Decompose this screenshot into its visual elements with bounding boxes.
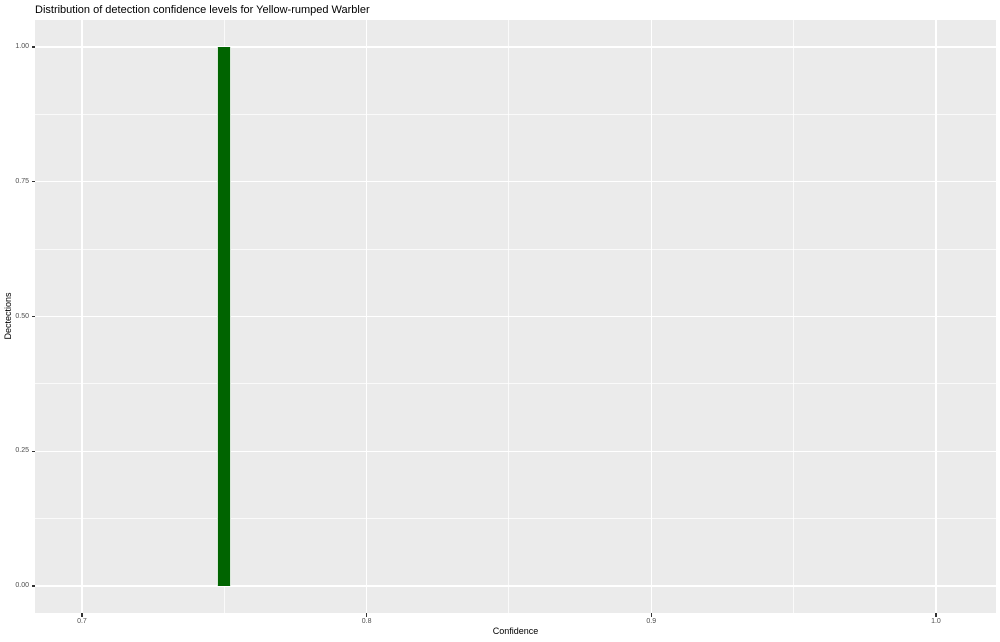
y-tick-mark bbox=[31, 315, 35, 318]
y-minor-gridline bbox=[35, 518, 996, 520]
y-major-gridline bbox=[35, 180, 996, 183]
x-axis-title: Confidence bbox=[492, 626, 539, 636]
y-tick-mark bbox=[31, 585, 35, 587]
y-tick-label: 0.75 bbox=[15, 177, 29, 185]
y-tick-label: 0.00 bbox=[15, 582, 29, 590]
y-tick-label: 0.25 bbox=[15, 447, 29, 455]
y-major-gridline bbox=[35, 315, 996, 318]
x-tick-label: 1.0 bbox=[931, 618, 941, 625]
y-tick-mark bbox=[31, 46, 35, 48]
y-minor-gridline bbox=[35, 248, 996, 250]
y-tick-mark bbox=[31, 450, 35, 452]
y-tick-label: 0.50 bbox=[15, 312, 29, 320]
y-major-gridline bbox=[35, 46, 996, 48]
y-tick-mark bbox=[31, 181, 35, 183]
chart-title: Distribution of detection confidence lev… bbox=[35, 4, 370, 16]
y-minor-gridline bbox=[35, 383, 996, 385]
x-tick-mark bbox=[935, 613, 937, 617]
x-tick-label: 0.9 bbox=[646, 618, 657, 625]
x-tick-label: 0.7 bbox=[77, 618, 87, 625]
x-tick-label: 0.8 bbox=[361, 618, 372, 625]
plot-panel bbox=[35, 20, 996, 613]
x-tick-mark bbox=[366, 613, 368, 617]
y-major-gridline bbox=[35, 585, 996, 587]
x-tick-mark bbox=[650, 613, 652, 617]
y-major-gridline bbox=[35, 450, 996, 453]
y-tick-label: 1.00 bbox=[15, 42, 29, 50]
x-tick-mark bbox=[81, 613, 83, 617]
y-minor-gridline bbox=[35, 113, 996, 115]
histogram-bar bbox=[217, 46, 232, 587]
